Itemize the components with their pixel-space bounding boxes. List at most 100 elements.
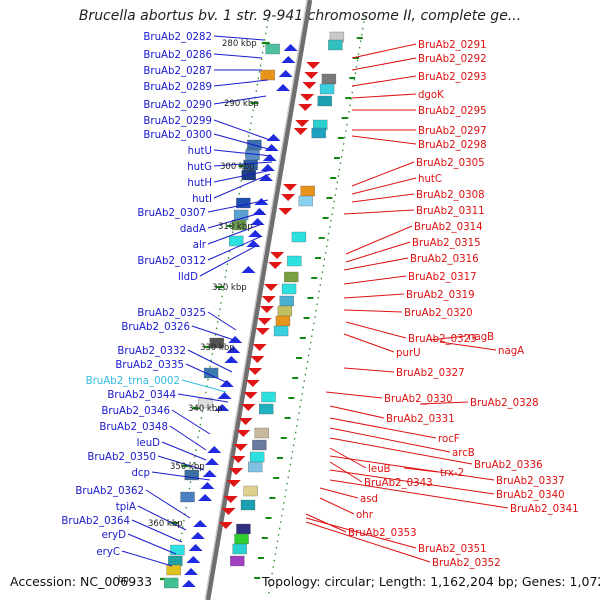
right-gene-label-17[interactable]: BruAb2_0323 [408,334,477,345]
right-gene-label-32[interactable]: BruAb2_0340 [496,490,565,501]
ruler-labels: 280 kbp 290 kbp 300 kbp 310 kbp 320 kbp 330 k… [118,39,259,585]
right-gene-label-8[interactable]: hutC [418,174,442,185]
right-leader-35 [319,497,355,515]
right-gene-label-13[interactable]: BruAb2_0316 [410,254,479,265]
right-leader-38 [305,521,431,563]
right-leader-7 [351,161,415,187]
left-gene-labels: BruAb2_0282 BruAb2_0286 BruAb2_0287 BruAb2_… [61,32,212,558]
left-gene-label-25[interactable]: BruAb2_0350 [87,452,156,463]
right-gene-label-5[interactable]: BruAb2_0297 [418,126,487,137]
right-gene-label-20[interactable]: purU [396,348,421,359]
left-gene-label-3[interactable]: BruAb2_0289 [143,82,212,93]
right-gene-label-23[interactable]: BruAb2_0328 [470,398,539,409]
right-gene-arrow-4 [298,104,313,111]
right-gene-label-7[interactable]: BruAb2_0305 [416,158,485,169]
right-gene-label-0[interactable]: BruAb2_0291 [418,40,487,51]
backbone-highlight [204,0,308,600]
left-gene-label-29[interactable]: BruAb2_0364 [61,516,130,527]
left-gene-label-4[interactable]: BruAb2_0290 [143,100,212,111]
left-gene-box-8 [232,219,247,231]
right-gene-label-26[interactable]: arcB [452,448,475,459]
left-gene-label-5[interactable]: BruAb2_0299 [143,116,212,127]
left-gene-label-15[interactable]: lldD [178,272,198,283]
right-gene-arrow-11 [268,262,283,269]
left-gene-label-28[interactable]: tpiA [116,502,136,513]
left-gene-label-9[interactable]: hutH [187,178,212,189]
left-gene-label-2[interactable]: BruAb2_0287 [143,66,212,77]
left-gene-arrow-14 [241,266,256,273]
right-gene-label-36[interactable]: BruAb2_0353 [348,528,417,539]
right-gene-label-29[interactable]: trx-2 [440,468,464,479]
left-gene-arrow-30 [184,568,199,575]
left-gene-label-10[interactable]: hutI [192,194,212,205]
left-gene-box-0 [265,43,280,55]
left-gene-label-14[interactable]: BruAb2_0312 [137,256,206,267]
right-gene-label-18[interactable]: nagB [468,332,494,343]
right-gene-label-12[interactable]: BruAb2_0315 [412,238,481,249]
right-gene-label-6[interactable]: BruAb2_0298 [418,140,487,151]
left-gene-label-17[interactable]: BruAb2_0326 [121,322,190,333]
right-gene-label-9[interactable]: BruAb2_0308 [416,190,485,201]
right-gene-box-15 [275,315,291,327]
left-gene-arrow-6 [262,154,277,161]
right-gene-label-25[interactable]: rocF [438,434,460,445]
right-gene-arrow-10 [270,252,285,259]
left-gene-label-8[interactable]: hutG [187,162,212,173]
left-gene-arrow-11 [250,218,265,225]
left-gene-label-23[interactable]: BruAb2_0348 [99,422,168,433]
right-gene-labels: BruAb2_0291 BruAb2_0292 BruAb2_0293 dgoK Bru… [348,40,579,569]
right-gene-arrow-5 [295,120,310,127]
left-gene-label-19[interactable]: BruAb2_0335 [115,360,184,371]
right-gene-box-23 [243,485,258,497]
right-gene-label-33[interactable]: asd [360,494,378,505]
right-gene-label-24[interactable]: BruAb2_0331 [386,414,455,425]
right-gene-label-19[interactable]: nagA [498,346,524,357]
right-gene-label-22[interactable]: BruAb2_0330 [384,394,453,405]
right-gene-arrow-30 [221,508,236,515]
right-gene-label-11[interactable]: BruAb2_0314 [414,222,483,233]
left-gene-arrow-8 [258,174,273,181]
right-leader-14 [343,275,407,285]
left-gene-label-21[interactable]: BruAb2_0344 [107,390,176,401]
right-gene-box-2 [321,73,337,85]
right-gene-label-2[interactable]: BruAb2_0293 [418,72,487,83]
ruler-label-8: 360 kbp [148,519,183,529]
right-gene-label-38[interactable]: BruAb2_0352 [432,558,501,569]
right-gene-label-34[interactable]: BruAb2_0341 [510,504,579,515]
left-gene-label-16[interactable]: BruAb2_0325 [137,308,206,319]
left-gene-label-18[interactable]: BruAb2_0332 [117,346,186,357]
right-gene-label-27[interactable]: BruAb2_0336 [474,460,543,471]
right-gene-label-3[interactable]: dgoK [418,90,444,101]
left-gene-label-30[interactable]: eryD [102,530,126,541]
left-gene-label-13[interactable]: alr [193,240,207,251]
right-gene-label-10[interactable]: BruAb2_0311 [416,206,485,217]
left-gene-label-6[interactable]: BruAb2_0300 [143,130,212,141]
left-gene-label-7[interactable]: hutU [188,146,212,157]
left-gene-label-26[interactable]: dcp [131,468,150,479]
right-gene-label-35[interactable]: ohr [356,510,374,521]
right-gene-label-28[interactable]: leuB [368,464,391,475]
left-gene-label-22[interactable]: BruAb2_0346 [101,406,170,417]
right-gene-label-31[interactable]: BruAb2_0343 [364,478,433,489]
accession-text: Accession: NC_006933 [10,574,153,589]
right-gene-label-16[interactable]: BruAb2_0320 [404,308,473,319]
left-gene-label-24[interactable]: leuD [137,438,161,449]
right-leader-1 [351,57,417,71]
left-gene-label-20[interactable]: BruAb2_trna_0002 [86,376,180,387]
right-gene-label-30[interactable]: BruAb2_0337 [496,476,565,487]
right-gene-label-14[interactable]: BruAb2_0317 [408,272,477,283]
right-gene-label-4[interactable]: BruAb2_0295 [418,106,487,117]
left-gene-label-27[interactable]: BruAb2_0362 [75,486,144,497]
right-gene-label-37[interactable]: BruAb2_0351 [418,544,487,555]
right-gene-label-1[interactable]: BruAb2_0292 [418,54,487,65]
left-gene-label-12[interactable]: dadA [180,224,206,235]
right-gene-arrow-25 [233,444,248,451]
left-gene-label-1[interactable]: BruAb2_0286 [143,50,212,61]
right-gene-label-21[interactable]: BruAb2_0327 [396,368,465,379]
right-gene-arrow-23 [238,418,253,425]
left-gene-label-31[interactable]: eryC [96,547,120,558]
right-gene-label-15[interactable]: BruAb2_0319 [406,290,475,301]
left-gene-label-0[interactable]: BruAb2_0282 [143,32,212,43]
left-gene-label-11[interactable]: BruAb2_0307 [137,208,206,219]
